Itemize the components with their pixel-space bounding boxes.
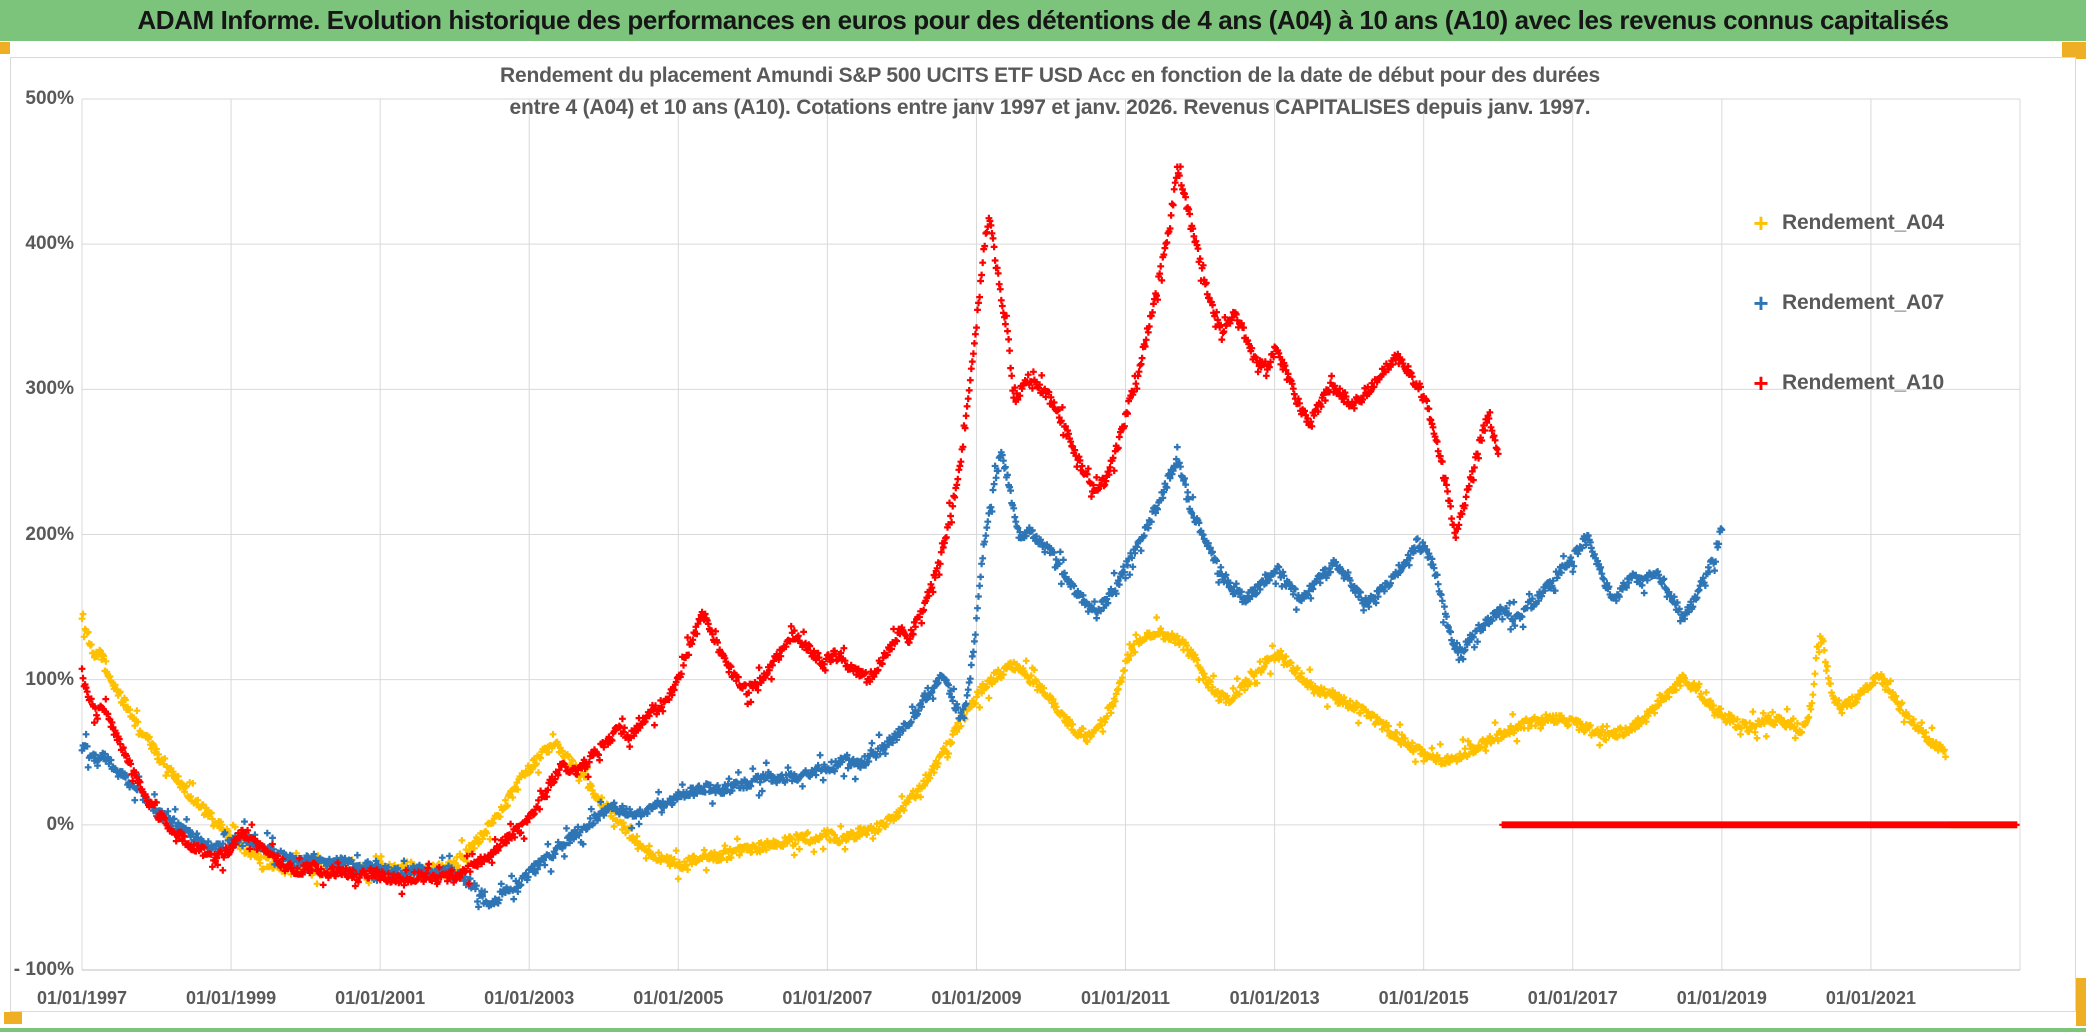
accent-bottom-right <box>2076 978 2086 1026</box>
y-axis-tick-label: - 100% <box>13 959 74 980</box>
legend-item-rendement_a07: + Rendement_A07 <box>1748 263 1944 343</box>
y-axis-tick-label: 200% <box>25 523 74 545</box>
x-axis-tick-label: 01/01/2001 <box>335 988 426 1008</box>
x-axis-tick-label: 01/01/2003 <box>484 988 575 1008</box>
x-axis-tick-label: 01/01/1999 <box>186 988 277 1008</box>
x-axis-tick-label: 01/01/2013 <box>1229 988 1320 1008</box>
legend-item-rendement_a10: + Rendement_A10 <box>1748 343 1944 423</box>
gridlines <box>81 98 2021 971</box>
x-axis-tick-label: 01/01/2007 <box>782 988 873 1008</box>
accent-bottom-left <box>4 1012 22 1024</box>
x-axis-tick-label: 01/01/2005 <box>633 988 724 1008</box>
legend-item-label: Rendement_A07 <box>1782 291 1944 314</box>
x-axis-tick-label: 01/01/1997 <box>36 988 128 1008</box>
x-axis-tick-label: 01/01/2017 <box>1527 988 1618 1008</box>
chart-legend: + Rendement_A04 + Rendement_A07 + Rendement_A… <box>1748 183 1944 423</box>
accent-top-right <box>2062 42 2086 59</box>
page-title: ADAM Informe. Evolution historique des p… <box>137 5 1949 35</box>
y-axis-tick-label: 400% <box>25 233 74 255</box>
y-axis-tick-label: 500% <box>25 88 74 109</box>
plus-marker-icon: + <box>1753 208 1769 238</box>
series-rendement_a07 <box>78 443 1726 911</box>
y-axis-tick-label: 300% <box>25 378 74 400</box>
accent-top-left <box>0 42 10 54</box>
series-rendement_a04 <box>78 610 2020 888</box>
x-axis-tick-label: 01/01/2011 <box>1080 988 1171 1008</box>
plus-marker-icon: + <box>1753 288 1769 318</box>
chart-subtitle: Rendement du placement Amundi S&P 500 UC… <box>386 60 1714 124</box>
x-axis-tick-label: 01/01/2019 <box>1676 988 1767 1008</box>
y-axis-tick-label: 100% <box>25 668 74 690</box>
legend-item-rendement_a04: + Rendement_A04 <box>1748 183 1944 263</box>
x-axis-tick-label: 01/01/2021 <box>1825 988 1916 1008</box>
title-bar: ADAM Informe. Evolution historique des p… <box>0 0 2086 41</box>
series-rendement_a10 <box>78 163 2020 898</box>
chart-subtitle-line2: entre 4 (A04) et 10 ans (A10). Cotations… <box>509 96 1591 119</box>
legend-item-label: Rendement_A04 <box>1782 211 1944 234</box>
y-axis-tick-label: 0% <box>46 813 74 835</box>
x-axis-tick-label: 01/01/2009 <box>931 988 1022 1008</box>
legend-item-label: Rendement_A10 <box>1782 371 1944 394</box>
plus-marker-icon: + <box>1753 368 1769 398</box>
x-axis-tick-label: 01/01/2015 <box>1378 988 1469 1008</box>
bottom-green-strip <box>0 1028 2086 1032</box>
chart-subtitle-line1: Rendement du placement Amundi S&P 500 UC… <box>500 64 1600 87</box>
